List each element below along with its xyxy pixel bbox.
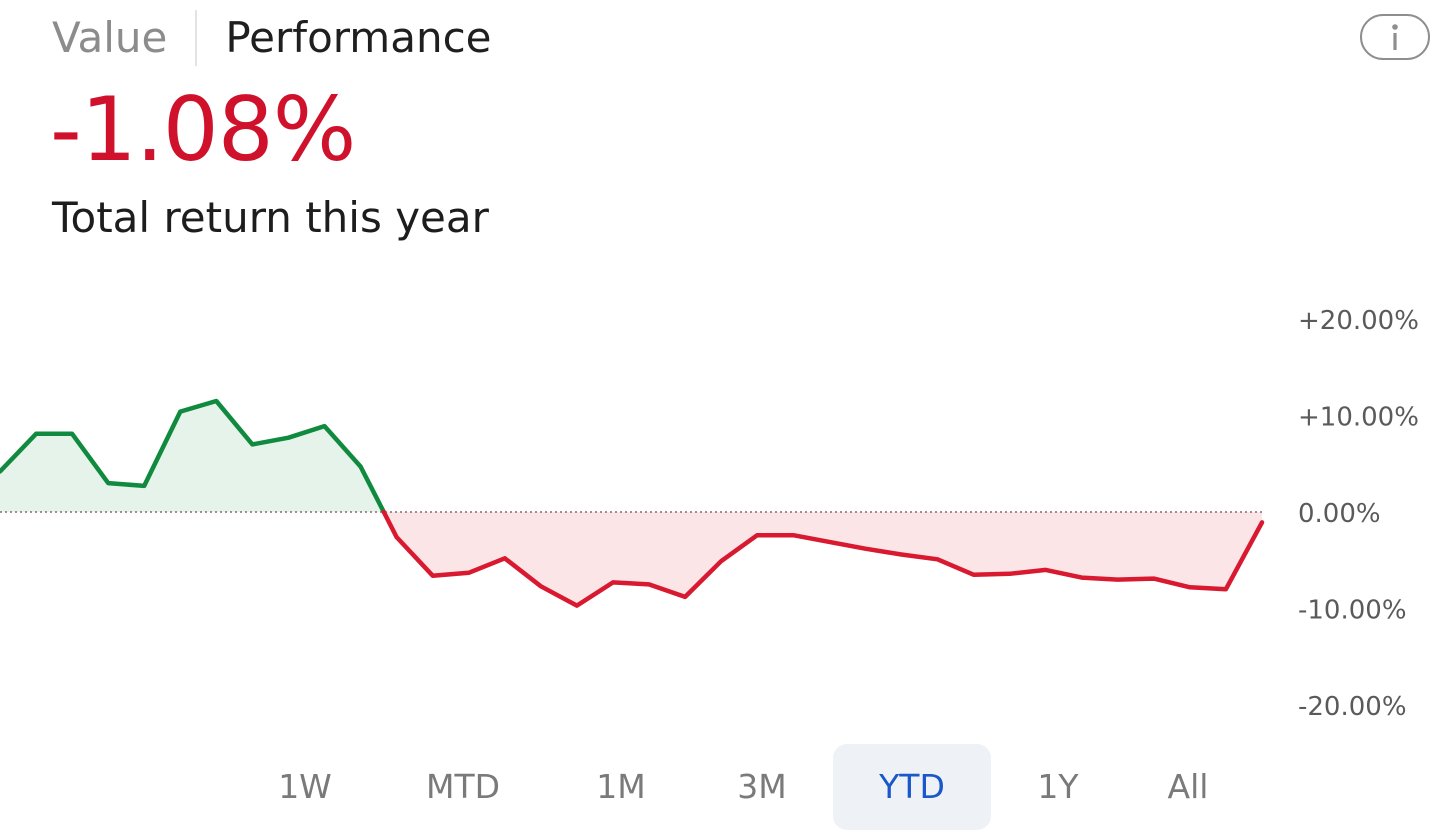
time-range-selector: 1W MTD 1M 3M YTD 1Y All bbox=[0, 744, 1456, 830]
y-tick-label: -20.00% bbox=[1298, 692, 1407, 722]
total-return-label: Total return this year bbox=[52, 193, 489, 242]
range-1m[interactable]: 1M bbox=[596, 767, 646, 806]
range-1w[interactable]: 1W bbox=[278, 767, 332, 806]
y-tick-label: 0.00% bbox=[1298, 499, 1381, 529]
info-icon bbox=[1392, 24, 1398, 50]
positive-area-fill bbox=[0, 401, 384, 512]
range-3m[interactable]: 3M bbox=[737, 767, 787, 806]
info-button[interactable] bbox=[1360, 14, 1430, 60]
performance-chart: +20.00% +10.00% 0.00% -10.00% -20.00% bbox=[0, 306, 1419, 722]
negative-area-fill bbox=[383, 512, 1262, 606]
range-1y[interactable]: 1Y bbox=[1037, 767, 1079, 806]
range-all[interactable]: All bbox=[1167, 767, 1209, 806]
tab-performance[interactable]: Performance bbox=[225, 13, 492, 62]
view-tabs: Value Performance bbox=[52, 8, 492, 68]
y-tick-label: +20.00% bbox=[1298, 306, 1419, 336]
y-tick-label: -10.00% bbox=[1298, 596, 1407, 626]
negative-series-line bbox=[381, 509, 1265, 608]
tab-value[interactable]: Value bbox=[52, 13, 168, 62]
positive-series-line bbox=[0, 398, 387, 515]
tab-divider bbox=[195, 10, 198, 66]
range-mtd[interactable]: MTD bbox=[425, 767, 501, 806]
total-return-value: -1.08% bbox=[50, 78, 356, 181]
y-tick-label: +10.00% bbox=[1298, 403, 1419, 433]
range-ytd[interactable]: YTD bbox=[833, 744, 991, 830]
